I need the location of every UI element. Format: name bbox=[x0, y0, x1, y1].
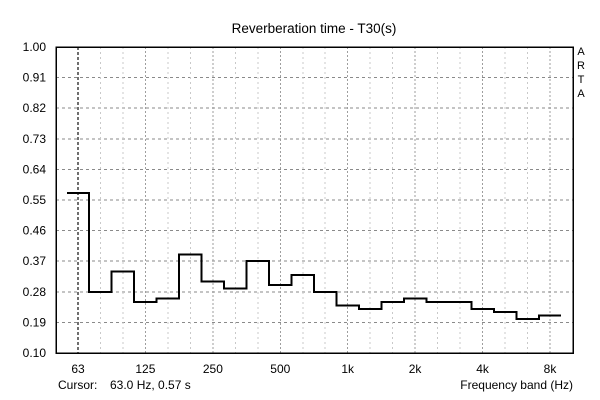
x-tick-label: 2k bbox=[409, 362, 423, 376]
y-tick-label: 0.10 bbox=[23, 346, 47, 360]
arta-letter: A bbox=[577, 88, 585, 100]
y-tick-label: 0.37 bbox=[23, 254, 47, 268]
x-tick-label: 63 bbox=[71, 362, 85, 376]
gridlines bbox=[56, 47, 573, 353]
y-tick-label: 0.91 bbox=[23, 71, 47, 85]
plot-border bbox=[55, 46, 574, 354]
cursor-readout: 63.0 Hz, 0.57 s bbox=[110, 378, 191, 392]
arta-letter: A bbox=[577, 46, 585, 58]
chart-title: Reverberation time - T30(s) bbox=[232, 21, 397, 36]
x-axis-labels: 63 125 250 500 1k 2k 4k 8k bbox=[71, 362, 557, 376]
x-axis-title: Frequency band (Hz) bbox=[460, 378, 573, 392]
y-tick-label: 0.28 bbox=[23, 285, 47, 299]
x-tick-label: 125 bbox=[135, 362, 155, 376]
y-tick-label: 0.46 bbox=[23, 224, 47, 238]
x-tick-label: 4k bbox=[476, 362, 490, 376]
plot-area[interactable] bbox=[55, 46, 574, 354]
y-tick-label: 0.73 bbox=[23, 132, 47, 146]
x-tick-label: 500 bbox=[270, 362, 290, 376]
y-tick-label: 1.00 bbox=[23, 40, 47, 54]
y-tick-label: 0.64 bbox=[23, 162, 47, 176]
arta-letter: T bbox=[578, 74, 585, 86]
x-tick-label: 8k bbox=[544, 362, 558, 376]
y-tick-label: 0.82 bbox=[23, 101, 47, 115]
x-tick-label: 1k bbox=[341, 362, 355, 376]
y-axis-labels: 1.00 0.91 0.82 0.73 0.64 0.55 0.46 0.37 0.28 0.19… bbox=[23, 40, 47, 360]
y-tick-label: 0.19 bbox=[23, 315, 47, 329]
arta-letter: R bbox=[577, 60, 585, 72]
x-tick-label: 250 bbox=[203, 362, 223, 376]
rt-step-curve bbox=[66, 192, 562, 320]
cursor-label: Cursor: bbox=[58, 378, 97, 392]
y-tick-label: 0.55 bbox=[23, 193, 47, 207]
